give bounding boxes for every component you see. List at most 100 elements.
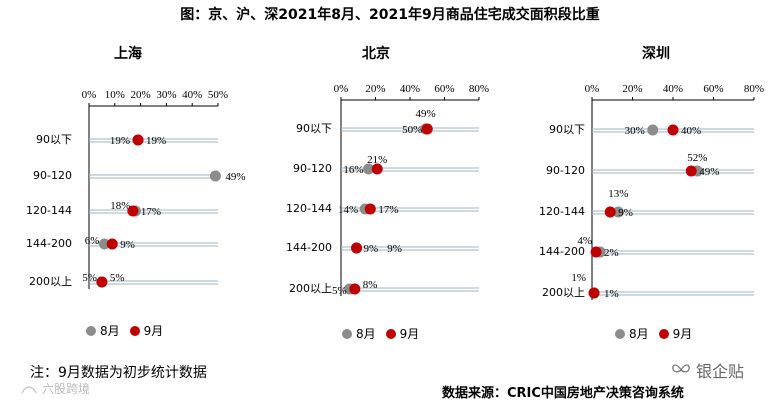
category-label: 90-120 <box>33 169 72 182</box>
category-label: 200以上 <box>29 275 72 288</box>
aug-point <box>209 170 221 182</box>
x-tick-label: 80% <box>469 83 489 95</box>
category-label: 200以上 <box>542 286 585 299</box>
x-tick-label: 40% <box>400 83 420 95</box>
chart-shanghai: 上海 0% 10% 20% 30% 40% 50% 90以下 19% 19% 90-120 49% 12… <box>26 45 246 289</box>
aug-point <box>647 124 659 136</box>
category-label: 144-200 <box>26 237 72 250</box>
sep-value-label: 17% <box>378 204 398 216</box>
legend-aug-label: 8月 <box>629 327 649 341</box>
sep-point <box>588 287 600 299</box>
x-tick-label: 80% <box>744 83 764 95</box>
footnote: 注：9月数据为初步统计数据 <box>30 365 207 381</box>
category-label: 90以下 <box>36 133 72 146</box>
aug-value-label: 18% <box>110 200 130 212</box>
legend-aug-label: 8月 <box>100 324 120 338</box>
category-label: 120-144 <box>539 205 585 218</box>
sep-point <box>667 124 679 136</box>
sep-point <box>590 246 602 258</box>
brand-name: 银企贴 <box>696 362 745 381</box>
legend-aug-marker <box>86 325 96 336</box>
watermark-text: 六股跨境 <box>42 382 91 396</box>
sep-point <box>371 163 383 175</box>
panel-shenzhen: 深圳 0% 20% 40% 60% 80% 90以下 30% 40% 90-120 52% 49% 12… <box>515 0 780 320</box>
x-tick-label: 20% <box>365 83 385 95</box>
sep-value-label: 19% <box>146 135 166 147</box>
sep-point <box>349 283 361 295</box>
legend-shanghai: 8月 9月 <box>86 322 163 339</box>
legend-sep-marker <box>129 325 140 336</box>
sep-value-label: 2% <box>604 247 619 259</box>
sep-value-label: 5% <box>110 272 125 284</box>
legend-sep-label: 9月 <box>143 324 164 338</box>
category-label: 90以下 <box>549 123 585 136</box>
sep-point <box>106 238 118 250</box>
category-label: 144-200 <box>539 245 585 258</box>
aug-point <box>98 238 110 250</box>
x-tick-label: 0% <box>585 83 600 95</box>
legend-shenzhen: 8月 9月 <box>615 325 692 342</box>
category-label: 90-120 <box>546 164 585 177</box>
x-tick-label: 60% <box>434 83 454 95</box>
watermark: 六股跨境 <box>20 380 90 397</box>
sep-value-label: 40% <box>681 125 701 137</box>
panel-title: 北京 <box>362 45 390 62</box>
sep-value-label: 50% <box>402 124 422 136</box>
panel-shanghai: 上海 0% 10% 20% 30% 40% 50% 90以下 19% 19% 90-120 49% 12… <box>0 0 260 320</box>
chart-title: 图：京、沪、深2021年8月、2021年9月商品住宅成交面积段比重 <box>180 7 600 23</box>
aug-value-label: 6% <box>85 235 100 247</box>
aug-value-label: 14% <box>338 204 358 216</box>
sep-point <box>351 242 363 254</box>
butterfly-icon <box>672 364 690 373</box>
chart-shenzhen: 深圳 0% 20% 40% 60% 80% 90以下 30% 40% 90-120 52% 49% 12… <box>539 45 764 300</box>
sep-value-label: 9% <box>618 207 633 219</box>
sep-point <box>604 206 616 218</box>
sep-value-label: 9% <box>364 243 379 255</box>
sep-value-label: 17% <box>141 206 161 218</box>
sep-value-label: 1% <box>604 288 619 300</box>
aug-value-label: 49% <box>415 108 435 120</box>
x-tick-label: 10% <box>105 89 125 101</box>
chart-beijing: 北京 0% 20% 40% 60% 80% 90以下 49% 50% 90-120 16% 21% 12… <box>286 45 489 297</box>
legend-sep-label: 9月 <box>672 327 693 341</box>
brand-mark: 银企贴 <box>672 358 744 382</box>
panel-title: 上海 <box>114 45 142 62</box>
sep-value-label: 9% <box>120 239 135 251</box>
aug-value-label: 4% <box>577 235 592 247</box>
x-tick-label: 20% <box>622 83 642 95</box>
legend-aug-marker <box>615 328 625 339</box>
legend-beijing: 8月 9月 <box>342 325 419 342</box>
category-label: 144-200 <box>286 241 332 254</box>
category-label: 90-120 <box>293 162 332 175</box>
aug-value-label: 52% <box>687 152 707 164</box>
aug-value-label: 1% <box>571 272 586 284</box>
category-label: 120-144 <box>286 202 332 215</box>
data-source: 数据来源：CRIC中国房地产决策咨询系统 <box>442 386 684 401</box>
legend-aug-label: 8月 <box>356 327 376 341</box>
sep-value-label: 8% <box>363 279 378 291</box>
aug-value-label: 5% <box>82 272 97 284</box>
aug-value-label: 5% <box>332 285 347 297</box>
legend-sep-marker <box>658 328 669 339</box>
aug-value-label: 30% <box>625 125 645 137</box>
x-tick-label: 30% <box>156 89 176 101</box>
aug-value-label: 9% <box>387 243 402 255</box>
sep-value-label: 21% <box>367 154 387 166</box>
x-tick-label: 20% <box>131 89 151 101</box>
x-tick-label: 0% <box>334 83 349 95</box>
sep-point <box>96 276 108 288</box>
legend-sep-marker <box>385 328 396 339</box>
category-label: 120-144 <box>26 204 72 217</box>
x-tick-label: 40% <box>182 89 202 101</box>
panel-beijing: 北京 0% 20% 40% 60% 80% 90以下 49% 50% 90-120 16% 21% 12… <box>262 0 522 320</box>
sep-point <box>132 134 144 146</box>
sep-value-label: 49% <box>699 166 719 178</box>
sep-point <box>127 205 139 217</box>
sep-point <box>421 123 433 135</box>
sep-point <box>364 203 376 215</box>
x-tick-label: 40% <box>663 83 683 95</box>
category-label: 200以上 <box>289 282 332 295</box>
category-label: 90以下 <box>296 122 332 135</box>
aug-value-label: 16% <box>343 164 363 176</box>
x-tick-label: 0% <box>82 89 97 101</box>
